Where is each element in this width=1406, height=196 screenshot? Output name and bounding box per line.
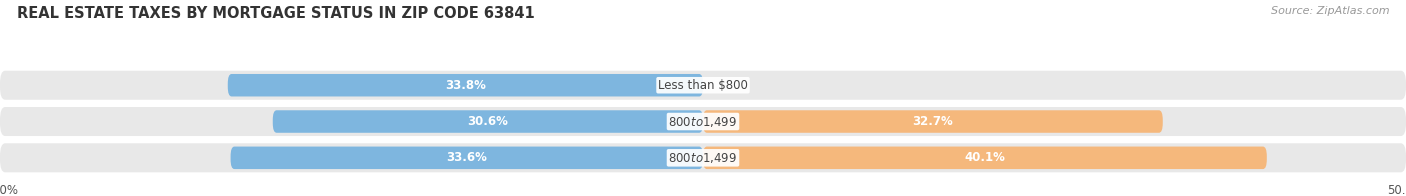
Text: REAL ESTATE TAXES BY MORTGAGE STATUS IN ZIP CODE 63841: REAL ESTATE TAXES BY MORTGAGE STATUS IN … [17, 6, 534, 21]
FancyBboxPatch shape [0, 107, 1406, 136]
Text: 30.6%: 30.6% [467, 115, 509, 128]
FancyBboxPatch shape [228, 74, 703, 96]
FancyBboxPatch shape [231, 147, 703, 169]
Text: 33.8%: 33.8% [444, 79, 486, 92]
Text: 32.7%: 32.7% [912, 115, 953, 128]
Text: Source: ZipAtlas.com: Source: ZipAtlas.com [1271, 6, 1389, 16]
Text: Less than $800: Less than $800 [658, 79, 748, 92]
Text: 33.6%: 33.6% [446, 151, 488, 164]
FancyBboxPatch shape [0, 71, 1406, 100]
FancyBboxPatch shape [273, 110, 703, 133]
Text: 40.1%: 40.1% [965, 151, 1005, 164]
FancyBboxPatch shape [0, 143, 1406, 172]
FancyBboxPatch shape [703, 147, 1267, 169]
FancyBboxPatch shape [703, 110, 1163, 133]
Text: $800 to $1,499: $800 to $1,499 [668, 114, 738, 129]
Text: $800 to $1,499: $800 to $1,499 [668, 151, 738, 165]
